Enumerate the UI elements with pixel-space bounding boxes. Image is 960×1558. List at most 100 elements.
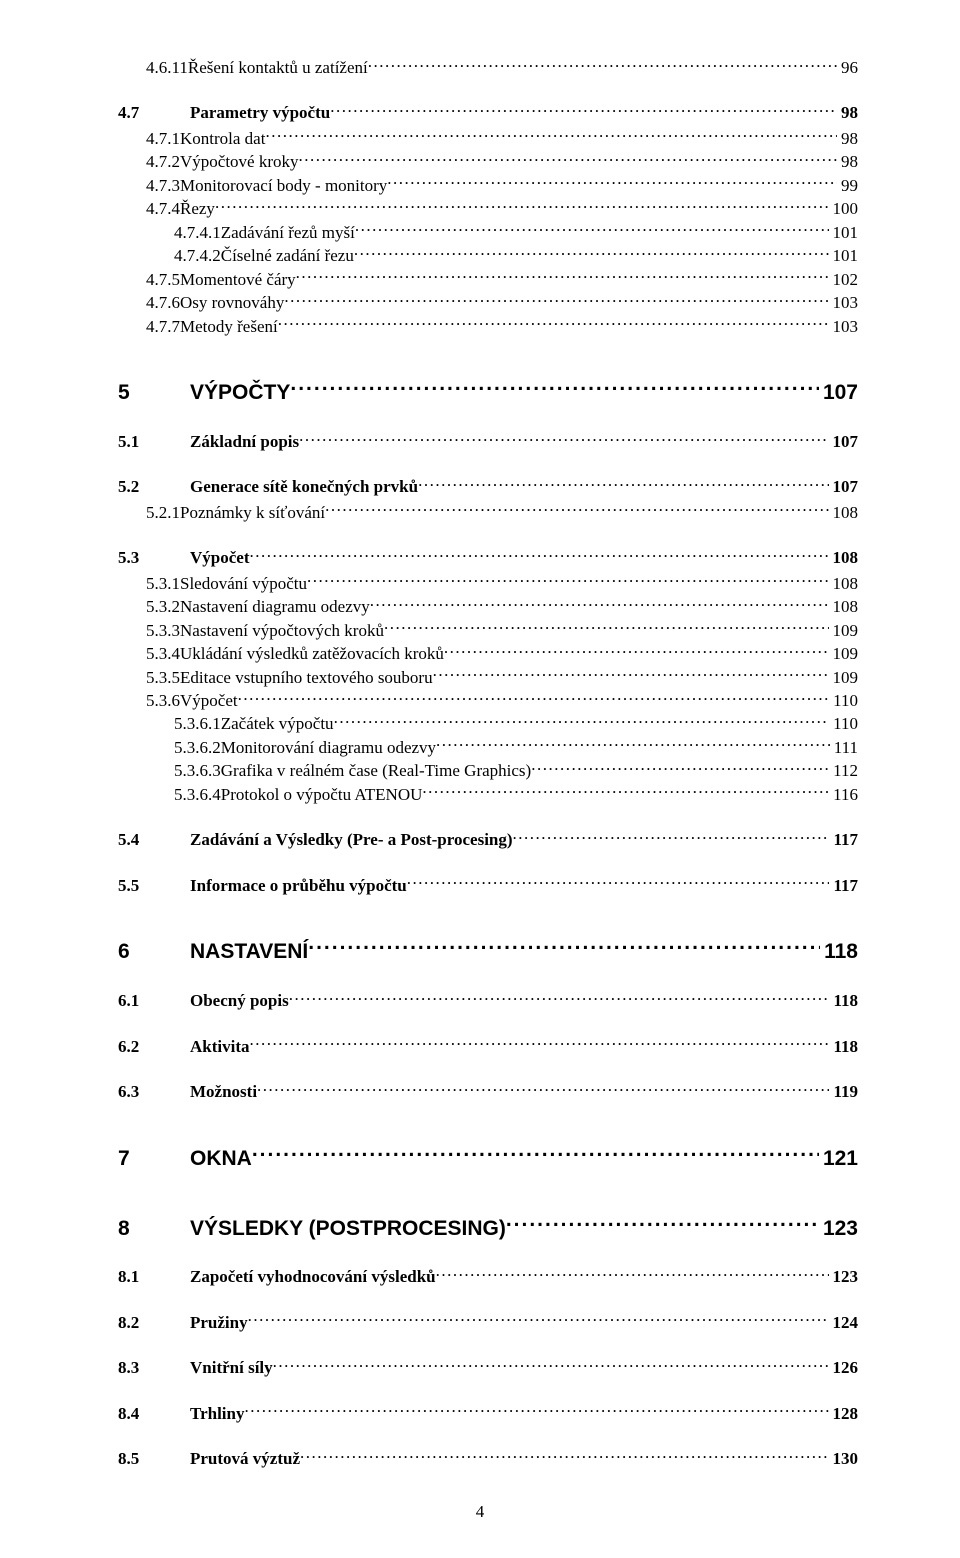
toc-entry-page: 109 bbox=[829, 666, 859, 689]
toc-entry: 5.1Základní popis 107 bbox=[118, 430, 858, 453]
toc-entry-title: VÝPOČTY bbox=[190, 379, 290, 408]
toc-entry-number: 4.7.6 bbox=[146, 291, 180, 314]
toc-entry-label: 4.7.2 Výpočtové kroky bbox=[146, 150, 299, 173]
toc-entry-label: 4.7.6 Osy rovnováhy bbox=[146, 291, 284, 314]
toc-leader-dots bbox=[334, 712, 830, 729]
toc-entry-label: 5.3.3 Nastavení výpočtových kroků bbox=[146, 619, 384, 642]
toc-entry-label: 5.3.5 Editace vstupního textového soubor… bbox=[146, 666, 433, 689]
toc-leader-dots bbox=[278, 315, 829, 332]
toc-entry-page: 107 bbox=[819, 379, 858, 408]
toc-entry-page: 101 bbox=[829, 221, 859, 244]
toc-entry-page: 121 bbox=[819, 1145, 858, 1174]
toc-entry-number: 4.7.4.2 bbox=[174, 244, 221, 267]
toc-entry-page: 124 bbox=[829, 1311, 859, 1334]
toc-entry: 8.2Pružiny 124 bbox=[118, 1311, 858, 1334]
toc-entry-label: 5.2Generace sítě konečných prvků bbox=[118, 475, 418, 498]
toc-entry: 4.6.11 Řešení kontaktů u zatížení 96 bbox=[146, 56, 858, 79]
page-number: 4 bbox=[0, 1502, 960, 1522]
toc-entry-title: Poznámky k síťování bbox=[180, 501, 325, 524]
toc-entry-title: Aktivita bbox=[190, 1035, 250, 1058]
toc-leader-dots bbox=[299, 150, 837, 167]
toc-entry-title: Výpočtové kroky bbox=[180, 150, 299, 173]
toc-entry: 4.7.7 Metody řešení 103 bbox=[146, 315, 858, 338]
toc-entry-label: 6.3Možnosti bbox=[118, 1080, 257, 1103]
toc-entry-number: 5.2 bbox=[118, 475, 190, 498]
toc-entry-number: 7 bbox=[118, 1145, 190, 1174]
toc-entry-title: Grafika v reálném čase (Real-Time Graphi… bbox=[221, 759, 531, 782]
toc-entry-number: 8.4 bbox=[118, 1402, 190, 1425]
toc-entry: 5.2Generace sítě konečných prvků 107 bbox=[118, 475, 858, 498]
toc-entry-label: 4.7.5 Momentové čáry bbox=[146, 268, 296, 291]
toc-entry-page: 119 bbox=[829, 1080, 858, 1103]
toc-entry-page: 112 bbox=[829, 759, 858, 782]
toc-entry-title: Nastavení diagramu odezvy bbox=[180, 595, 370, 618]
toc-entry: 4.7.4 Řezy 100 bbox=[146, 197, 858, 220]
toc-leader-dots bbox=[249, 546, 828, 563]
toc-entry-number: 5 bbox=[118, 379, 190, 408]
toc-entry-label: 5.3.6.4 Protokol o výpočtu ATENOU bbox=[174, 783, 422, 806]
toc-entry: 7OKNA 121 bbox=[118, 1144, 858, 1174]
toc-leader-dots bbox=[506, 1214, 819, 1235]
toc-entry-title: Zadávání řezů myší bbox=[221, 221, 355, 244]
toc-entry-title: Výpočet bbox=[180, 689, 238, 712]
toc-entry: 5.5Informace o průběhu výpočtu 117 bbox=[118, 874, 858, 897]
toc-leader-dots bbox=[436, 1265, 829, 1282]
toc-leader-dots bbox=[296, 268, 829, 285]
toc-leader-dots bbox=[265, 127, 837, 144]
toc-entry-label: 4.7.7 Metody řešení bbox=[146, 315, 278, 338]
toc-leader-dots bbox=[244, 1402, 828, 1419]
toc-entry-title: Započetí vyhodnocování výsledků bbox=[190, 1265, 436, 1288]
toc-entry-label: 4.7.3 Monitorovací body - monitory bbox=[146, 174, 387, 197]
toc-entry-number: 4.7.4 bbox=[146, 197, 180, 220]
toc-entry: 4.7Parametry výpočtu 98 bbox=[118, 101, 858, 124]
toc-leader-dots bbox=[531, 759, 829, 776]
toc-entry-page: 108 bbox=[829, 572, 859, 595]
toc-entry-page: 111 bbox=[830, 736, 858, 759]
toc-entry-number: 4.7 bbox=[118, 101, 190, 124]
toc-entry-label: 8.3Vnitřní síly bbox=[118, 1356, 273, 1379]
toc-entry-label: 5.4Zadávání a Výsledky (Pre- a Post-proc… bbox=[118, 828, 513, 851]
toc-entry: 5.3.5 Editace vstupního textového soubor… bbox=[146, 666, 858, 689]
toc-entry-title: Začátek výpočtu bbox=[221, 712, 334, 735]
toc-entry: 5.2.1 Poznámky k síťování 108 bbox=[146, 501, 858, 524]
toc-entry-label: 5.5Informace o průběhu výpočtu bbox=[118, 874, 407, 897]
toc-leader-dots bbox=[238, 689, 830, 706]
toc-entry: 5.3.3 Nastavení výpočtových kroků 109 bbox=[146, 619, 858, 642]
toc-entry-label: 5.3.6.3 Grafika v reálném čase (Real-Tim… bbox=[174, 759, 531, 782]
toc-entry: 4.7.5 Momentové čáry 102 bbox=[146, 268, 858, 291]
toc-entry: 5.3Výpočet 108 bbox=[118, 546, 858, 569]
toc-entry: 5.3.6.3 Grafika v reálném čase (Real-Tim… bbox=[174, 759, 858, 782]
toc-entry-page: 123 bbox=[819, 1215, 858, 1244]
toc-entry: 4.7.1 Kontrola dat 98 bbox=[146, 127, 858, 150]
toc-entry: 5.3.6 Výpočet 110 bbox=[146, 689, 858, 712]
toc-entry-title: Obecný popis bbox=[190, 989, 289, 1012]
toc-leader-dots bbox=[248, 1311, 829, 1328]
toc-entry-number: 5.3.5 bbox=[146, 666, 180, 689]
toc-entry-page: 109 bbox=[829, 642, 859, 665]
toc-entry-number: 8.5 bbox=[118, 1447, 190, 1470]
toc-entry: 6.1Obecný popis 118 bbox=[118, 989, 858, 1012]
toc-entry-page: 103 bbox=[829, 315, 859, 338]
toc-entry-label: 5VÝPOČTY bbox=[118, 379, 290, 408]
toc-entry-page: 99 bbox=[837, 174, 858, 197]
toc-entry-page: 118 bbox=[829, 989, 858, 1012]
document-page: 4.6.11 Řešení kontaktů u zatížení 964.7P… bbox=[0, 0, 960, 1558]
toc-leader-dots bbox=[422, 783, 829, 800]
toc-entry-label: 5.3.6.1 Začátek výpočtu bbox=[174, 712, 334, 735]
toc-entry-page: 107 bbox=[829, 475, 859, 498]
toc-entry-title: Osy rovnováhy bbox=[180, 291, 284, 314]
toc-entry-title: Vnitřní síly bbox=[190, 1356, 273, 1379]
toc-leader-dots bbox=[273, 1356, 829, 1373]
toc-entry-page: 110 bbox=[829, 712, 858, 735]
toc-entry-title: Monitorovací body - monitory bbox=[180, 174, 387, 197]
toc-leader-dots bbox=[444, 642, 829, 659]
toc-entry-number: 5.2.1 bbox=[146, 501, 180, 524]
toc-entry-label: 4.6.11 Řešení kontaktů u zatížení bbox=[146, 56, 368, 79]
toc-entry: 5.3.4 Ukládání výsledků zatěžovacích kro… bbox=[146, 642, 858, 665]
toc-entry-page: 123 bbox=[829, 1265, 859, 1288]
toc-entry-number: 5.3.3 bbox=[146, 619, 180, 642]
toc-entry-number: 4.7.3 bbox=[146, 174, 180, 197]
toc-leader-dots bbox=[370, 595, 829, 612]
toc-leader-dots bbox=[418, 475, 828, 492]
toc-entry-label: 6NASTAVENÍ bbox=[118, 938, 308, 967]
